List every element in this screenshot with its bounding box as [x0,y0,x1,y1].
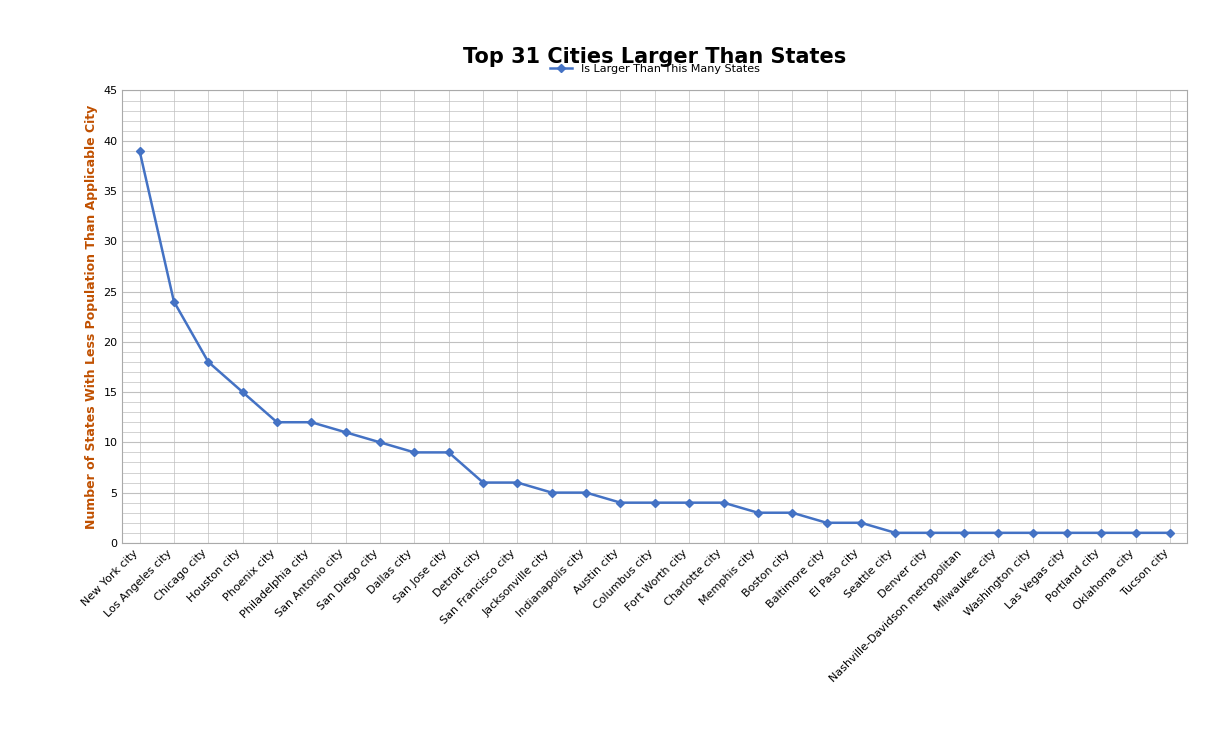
Is Larger Than This Many States [408,448,422,457]
Is Larger Than This Many States [682,498,696,507]
Is Larger Than This Many States [579,488,594,497]
Is Larger Than This Many States [338,428,353,437]
Is Larger Than This Many States [235,388,250,397]
Is Larger Than This Many States [991,529,1006,538]
Is Larger Than This Many States [166,297,181,306]
Is Larger Than This Many States [957,529,972,538]
Line: Is Larger Than This Many States: Is Larger Than This Many States [137,148,1173,535]
Is Larger Than This Many States [304,418,318,427]
Is Larger Than This Many States [853,518,868,527]
Is Larger Than This Many States [201,357,215,366]
Is Larger Than This Many States [442,448,457,457]
Is Larger Than This Many States [1163,529,1177,538]
Is Larger Than This Many States [1060,529,1075,538]
Is Larger Than This Many States [545,488,559,497]
Is Larger Than This Many States [750,508,765,517]
Title: Top 31 Cities Larger Than States: Top 31 Cities Larger Than States [463,47,847,66]
Is Larger Than This Many States [1129,529,1143,538]
Is Larger Than This Many States [1026,529,1040,538]
Is Larger Than This Many States [887,529,902,538]
Is Larger Than This Many States [372,438,387,447]
Is Larger Than This Many States [819,518,834,527]
Legend: Is Larger Than This Many States: Is Larger Than This Many States [546,60,764,78]
Is Larger Than This Many States [923,529,938,538]
Is Larger Than This Many States [716,498,731,507]
Is Larger Than This Many States [1094,529,1109,538]
Is Larger Than This Many States [510,478,525,487]
Is Larger Than This Many States [647,498,662,507]
Is Larger Than This Many States [613,498,628,507]
Is Larger Than This Many States [269,418,284,427]
Y-axis label: Number of States With Less Population Than Applicable City: Number of States With Less Population Th… [84,105,98,529]
Is Larger Than This Many States [132,146,147,155]
Is Larger Than This Many States [476,478,491,487]
Is Larger Than This Many States [785,508,799,517]
